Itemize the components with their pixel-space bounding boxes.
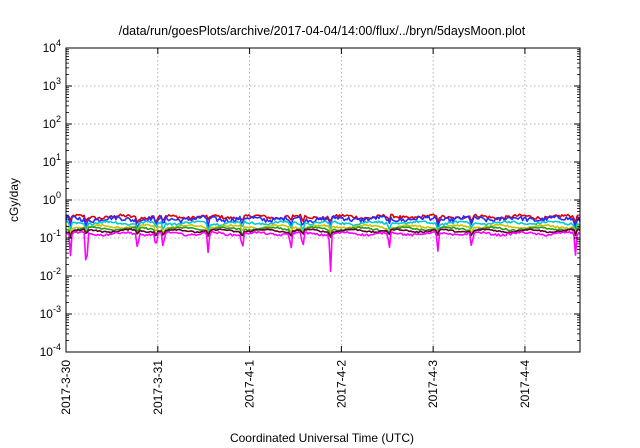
y-axis-label: cGy/day [7,178,21,222]
grid [66,48,580,352]
x-tick-label: 2017-4-1 [243,360,257,408]
series-line [65,223,581,235]
series-line [65,230,581,273]
chart-title: /data/run/goesPlots/archive/2017-04-04/1… [119,24,526,38]
x-tick-label: 2017-3-30 [59,360,73,415]
x-tick-label: 2017-3-31 [151,360,165,415]
x-tick-label: 2017-4-2 [334,360,348,408]
y-tick-label: 10-2 [40,266,61,283]
y-tick-label: 103 [43,76,61,93]
y-tick-label: 101 [43,152,61,169]
y-tick-label: 102 [43,114,61,131]
y-axis: 10-4 10-3 10-2 10-1 100 101 102 103 104 [40,38,580,359]
series-line [65,219,581,235]
plot-area [65,213,581,273]
y-tick-label: 10-1 [40,228,61,245]
series-line [65,214,581,230]
y-tick-label: 10-3 [40,304,61,321]
y-tick-label: 104 [43,38,61,55]
series-line [65,228,581,238]
y-tick-label: 100 [43,190,61,207]
x-axis: 2017-3-30 2017-3-31 2017-4-1 2017-4-2 2017-4… [59,48,532,415]
series-line [65,226,581,238]
y-tick-label: 10-4 [40,342,61,359]
x-tick-label: 2017-4-3 [426,360,440,408]
x-tick-label: 2017-4-4 [518,360,532,408]
x-axis-label: Coordinated Universal Time (UTC) [230,431,414,445]
